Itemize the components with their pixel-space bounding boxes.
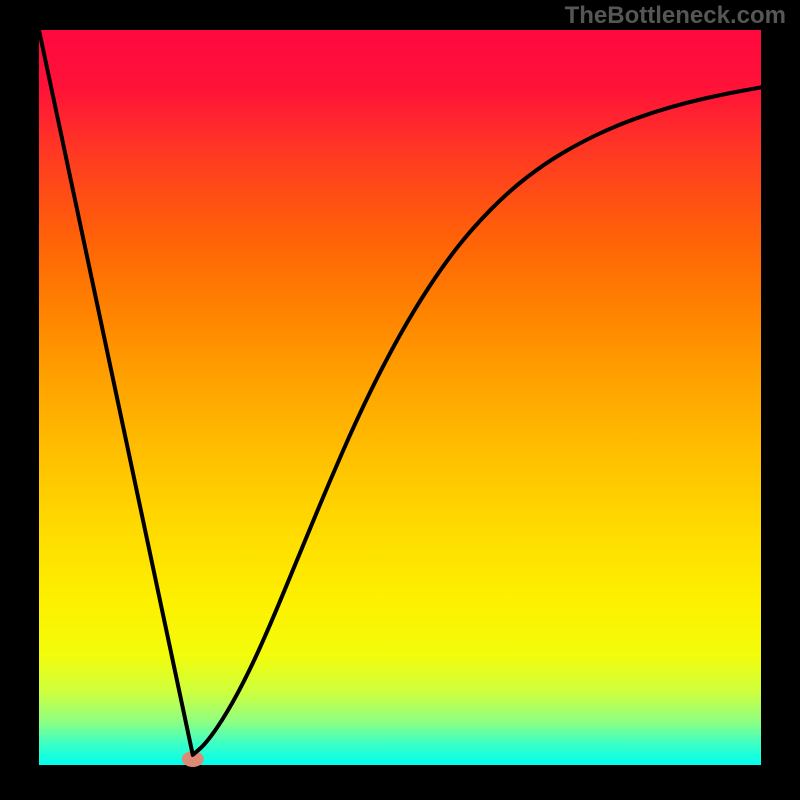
plot-background — [39, 30, 761, 765]
chart-container: TheBottleneck.com — [0, 0, 800, 800]
attribution-text: TheBottleneck.com — [565, 2, 786, 30]
bottleneck-chart — [0, 0, 800, 800]
